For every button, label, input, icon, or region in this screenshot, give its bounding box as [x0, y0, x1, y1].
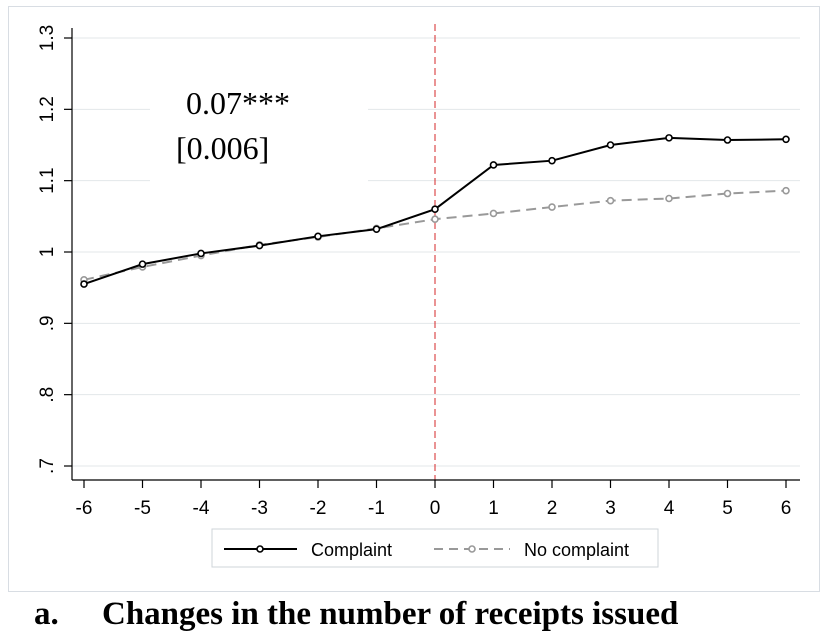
x-tick-label: -3: [251, 498, 268, 519]
legend-marker-complaint: [256, 545, 264, 553]
legend-label-complaint: Complaint: [311, 540, 392, 560]
y-tick-label: .7: [37, 458, 58, 474]
data-point-complaint: [138, 260, 147, 268]
y-tick-label: 1: [37, 247, 58, 258]
data-point-complaint: [431, 205, 439, 213]
data-point-complaint: [665, 134, 673, 142]
legend-label-no-complaint: No complaint: [524, 540, 629, 560]
data-point-complaint: [548, 156, 556, 165]
legend-item-no-complaint: No complaint: [434, 540, 629, 560]
x-tick-label: -2: [310, 498, 327, 519]
caption-prefix: a.: [34, 596, 59, 632]
data-point-complaint: [782, 135, 790, 144]
data-point-complaint: [723, 136, 732, 144]
y-tick-label: .9: [37, 315, 58, 331]
x-tick-label: -1: [368, 498, 385, 519]
caption-title: Changes in the number of receipts issued: [102, 596, 679, 632]
x-tick-label: 4: [664, 498, 675, 519]
legend-items: Complaint No complaint: [224, 540, 629, 560]
x-tick-label: -4: [193, 498, 210, 519]
legend-item-complaint: Complaint: [224, 540, 392, 560]
y-tick-label: 1.3: [37, 25, 58, 51]
line-chart: .7 .8 .9 1 1.1 1.2 1.3 -6 -5 -4 -3 -2 -1 0 1 2 3 4 5 6 0.07…: [37, 24, 800, 568]
y-tick-label: 1.1: [37, 167, 58, 193]
x-tick-label: 0: [430, 498, 441, 519]
data-point-no-complaint: [723, 189, 732, 198]
series-layer: [80, 134, 790, 288]
data-point-complaint: [255, 241, 264, 250]
data-point-complaint: [372, 225, 381, 233]
figure-caption: a. Changes in the number of receipts iss…: [0, 594, 826, 638]
annotation-box: [150, 78, 368, 182]
x-tick-label: -6: [76, 498, 93, 519]
data-point-complaint: [80, 280, 88, 288]
data-point-no-complaint: [431, 215, 439, 223]
data-point-no-complaint: [489, 209, 498, 218]
data-point-no-complaint: [665, 194, 673, 203]
x-tick-label: -5: [134, 498, 151, 519]
x-tick-label: 2: [547, 498, 558, 519]
annotation-estimate: 0.07***: [186, 85, 290, 121]
data-point-no-complaint: [548, 203, 556, 211]
y-tick-label: .8: [37, 387, 58, 403]
x-tick-label: 6: [781, 498, 792, 519]
annotation-standard-error: [0.006]: [176, 130, 269, 166]
data-point-no-complaint: [782, 186, 790, 195]
axis-ticks: .7 .8 .9 1 1.1 1.2 1.3 -6 -5 -4 -3 -2 -1 0 1 2 3 4 5 6: [37, 25, 791, 519]
data-point-no-complaint: [606, 196, 615, 205]
data-point-complaint: [489, 161, 498, 169]
figure-frame: [8, 6, 820, 592]
data-point-complaint: [606, 141, 615, 149]
x-tick-label: 5: [722, 498, 733, 519]
series-complaint: [80, 134, 790, 288]
y-tick-label: 1.2: [37, 96, 58, 122]
legend: Complaint No complaint: [211, 528, 659, 568]
data-point-complaint: [314, 232, 322, 241]
x-tick-label: 3: [605, 498, 616, 519]
data-point-complaint: [197, 249, 205, 258]
legend-marker-no-complaint: [468, 545, 476, 553]
x-tick-label: 1: [488, 498, 499, 519]
